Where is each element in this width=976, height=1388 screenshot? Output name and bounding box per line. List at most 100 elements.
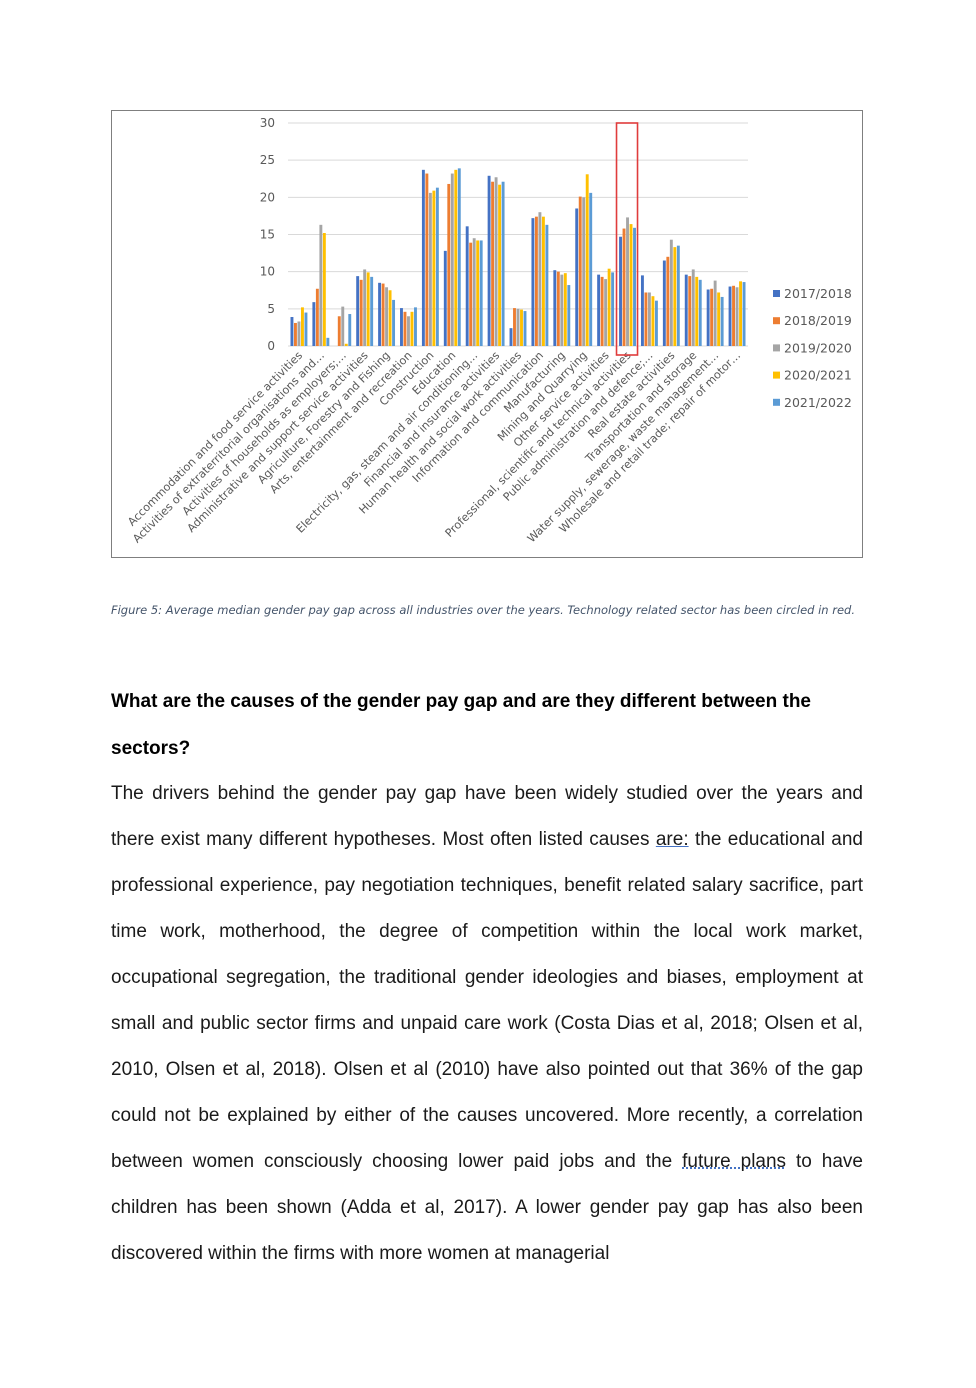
bar	[348, 314, 352, 346]
legend-swatch	[773, 344, 780, 352]
bar	[633, 227, 636, 346]
bar	[676, 245, 680, 346]
bar	[385, 287, 389, 346]
bar	[589, 192, 593, 346]
bar	[487, 175, 491, 346]
bar	[728, 286, 732, 346]
bar	[447, 183, 451, 346]
bar	[567, 285, 571, 346]
bar	[410, 311, 414, 346]
bar	[739, 281, 742, 346]
bar	[695, 276, 699, 346]
bar	[312, 302, 316, 346]
bar	[400, 308, 403, 346]
bar	[688, 276, 692, 346]
bar	[673, 247, 677, 346]
bar	[392, 299, 396, 346]
bar	[294, 322, 297, 346]
bar	[662, 260, 666, 346]
bar	[498, 184, 502, 346]
bar	[560, 274, 564, 346]
bar	[622, 228, 626, 346]
bar	[629, 224, 633, 346]
bar	[322, 233, 326, 346]
bar	[538, 212, 542, 346]
bar	[541, 216, 545, 346]
bar	[647, 292, 651, 346]
bar	[531, 218, 535, 346]
bar	[494, 177, 498, 346]
bar	[619, 236, 622, 346]
bar	[457, 168, 461, 346]
grammar-flag-are[interactable]: are:	[655, 829, 689, 850]
bar	[472, 238, 476, 346]
bar	[640, 275, 644, 346]
bar	[626, 217, 629, 346]
legend-swatch	[773, 317, 780, 325]
bar	[425, 173, 429, 346]
paragraph-text-2: the educational and professional experie…	[111, 829, 863, 1172]
legend-swatch	[773, 398, 780, 406]
bar	[545, 224, 549, 346]
y-tick-label: 15	[260, 228, 275, 242]
bar	[698, 279, 702, 346]
bar	[710, 288, 714, 346]
y-tick-label: 5	[267, 302, 275, 316]
bar	[476, 240, 480, 346]
bar	[666, 256, 670, 346]
bar	[344, 343, 348, 346]
bar	[443, 250, 447, 346]
bar	[326, 337, 330, 346]
bar	[403, 311, 407, 346]
bar	[363, 269, 367, 346]
bar	[691, 269, 695, 346]
paragraph-text-1: The drivers behind the gender pay gap ha…	[111, 783, 863, 850]
bar	[651, 296, 655, 346]
legend-label: 2017/2018	[784, 286, 852, 301]
bar	[388, 290, 392, 346]
bar	[534, 216, 538, 346]
section-heading: What are the causes of the gender pay ga…	[111, 691, 811, 759]
bar	[509, 328, 513, 346]
y-tick-label: 20	[260, 190, 275, 204]
bar	[713, 280, 717, 346]
bar	[520, 309, 523, 346]
bar	[523, 311, 527, 346]
bar	[337, 316, 341, 346]
legend-swatch	[773, 371, 780, 379]
bar	[428, 192, 432, 346]
bar	[735, 287, 739, 346]
bar	[717, 292, 721, 346]
bar	[290, 317, 294, 346]
bar	[553, 270, 557, 346]
bar	[607, 268, 611, 346]
y-tick-label: 10	[260, 265, 275, 279]
bar	[421, 169, 425, 346]
bar	[356, 276, 360, 346]
highlight-box	[615, 122, 639, 356]
bar	[359, 279, 363, 346]
y-tick-label: 25	[260, 153, 275, 167]
bar	[720, 296, 724, 346]
bar	[516, 308, 520, 346]
bar	[654, 300, 658, 346]
body-paragraph: The drivers behind the gender pay gap ha…	[111, 771, 863, 1277]
y-tick-label: 30	[260, 116, 275, 130]
legend-swatch	[773, 290, 780, 297]
bar	[585, 174, 589, 346]
bar	[319, 224, 323, 346]
bar	[578, 196, 582, 346]
bar	[414, 307, 417, 346]
bar	[381, 283, 385, 346]
bar	[432, 190, 436, 346]
bar	[600, 276, 604, 346]
grammar-flag-future-plans[interactable]: future plans	[682, 1151, 787, 1172]
paragraph-text-3: to have children has been shown (Adda et…	[111, 1151, 863, 1264]
bar	[378, 282, 382, 346]
bar	[454, 169, 458, 346]
bar	[341, 306, 345, 346]
legend-label: 2020/2021	[784, 368, 852, 383]
bar	[706, 289, 710, 346]
bar	[684, 274, 688, 346]
